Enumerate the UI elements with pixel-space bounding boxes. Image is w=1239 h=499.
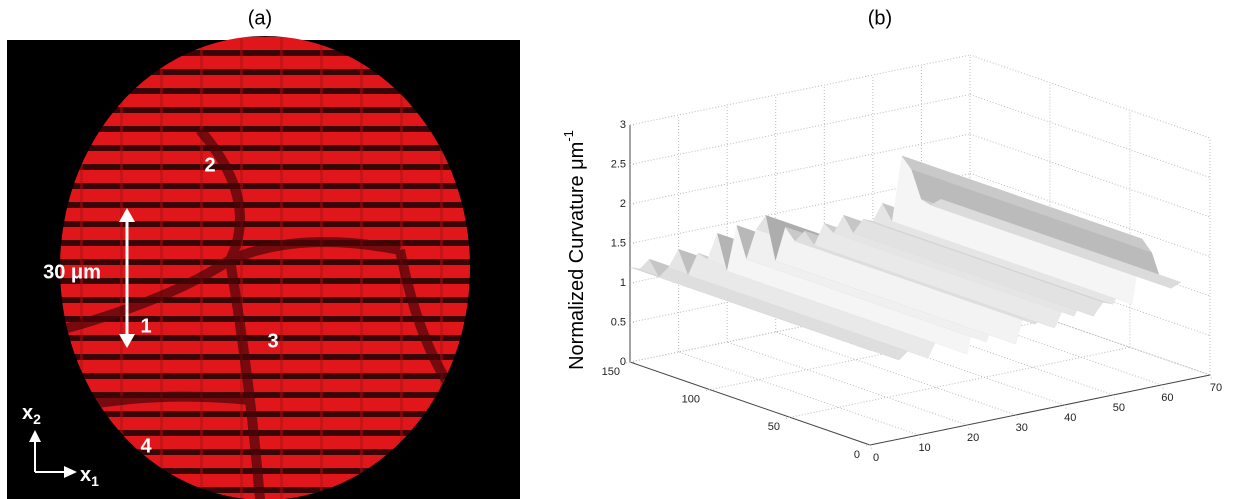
z-tick-label: 2	[620, 198, 626, 210]
region-label: 2	[204, 154, 215, 176]
z-tick-label: 3	[620, 119, 626, 131]
axis-sub: 2	[33, 411, 41, 427]
x-tick-label: 0	[873, 452, 879, 464]
z-tick-label: 1.5	[611, 237, 626, 249]
z-label-text: Normalized Curvature μm	[566, 142, 588, 370]
x-tick-label: 50	[1113, 402, 1125, 414]
grid-line	[679, 352, 919, 435]
x-tick-label: 10	[918, 442, 930, 454]
panel-title: (a)	[248, 7, 272, 29]
axis-text: x	[80, 464, 91, 486]
tick-mark	[1113, 395, 1115, 399]
grid-line	[970, 55, 1210, 138]
y-tick-label: 100	[682, 394, 700, 406]
z-tick-label: 2.5	[611, 158, 626, 170]
z-axis-label: Normalized Curvature μm-1	[561, 130, 588, 370]
axis-line	[630, 362, 870, 445]
tick-mark	[706, 390, 710, 391]
tick-mark	[1064, 405, 1066, 409]
tick-mark	[967, 425, 969, 429]
grid-line	[630, 55, 970, 125]
tick-mark	[1161, 385, 1163, 389]
axis-sub: 1	[91, 473, 99, 489]
y-tick-label: 150	[602, 366, 620, 378]
axis-line	[870, 375, 1210, 445]
tick-mark	[786, 417, 790, 418]
region-label: 4	[140, 435, 152, 457]
tick-mark	[866, 445, 870, 446]
x-tick-label: 40	[1064, 412, 1076, 424]
tick-mark	[919, 435, 921, 439]
region-label: 3	[267, 330, 278, 352]
grid-line	[630, 95, 970, 165]
axis-text: x	[22, 402, 33, 424]
grid-line	[970, 95, 1210, 178]
y-tick-label: 50	[768, 421, 780, 433]
x-tick-label: 70	[1210, 382, 1222, 394]
tick-mark	[870, 445, 872, 449]
tick-mark	[1016, 415, 1018, 419]
grid-line	[727, 342, 967, 425]
z-tick-label: 1	[620, 277, 626, 289]
z-label-sup: -1	[561, 130, 576, 142]
tick-mark	[626, 362, 630, 363]
z-tick-label: 0.5	[611, 316, 626, 328]
chart-title: (b)	[868, 7, 892, 29]
region-label: 1	[140, 315, 151, 337]
x-tick-label: 60	[1161, 392, 1173, 404]
tick-mark	[1210, 375, 1212, 379]
x-tick-label: 20	[967, 432, 979, 444]
grid-line	[790, 347, 1130, 417]
z-tick-label: 0	[620, 356, 626, 368]
y-tick-label: 0	[854, 449, 860, 461]
scale-bar-label: 30 μm	[43, 261, 101, 283]
figure: (a) 2 1 3 4 30 μm x2 x1 (b) Normalized C…	[0, 0, 1239, 499]
x-tick-label: 30	[1016, 422, 1028, 434]
